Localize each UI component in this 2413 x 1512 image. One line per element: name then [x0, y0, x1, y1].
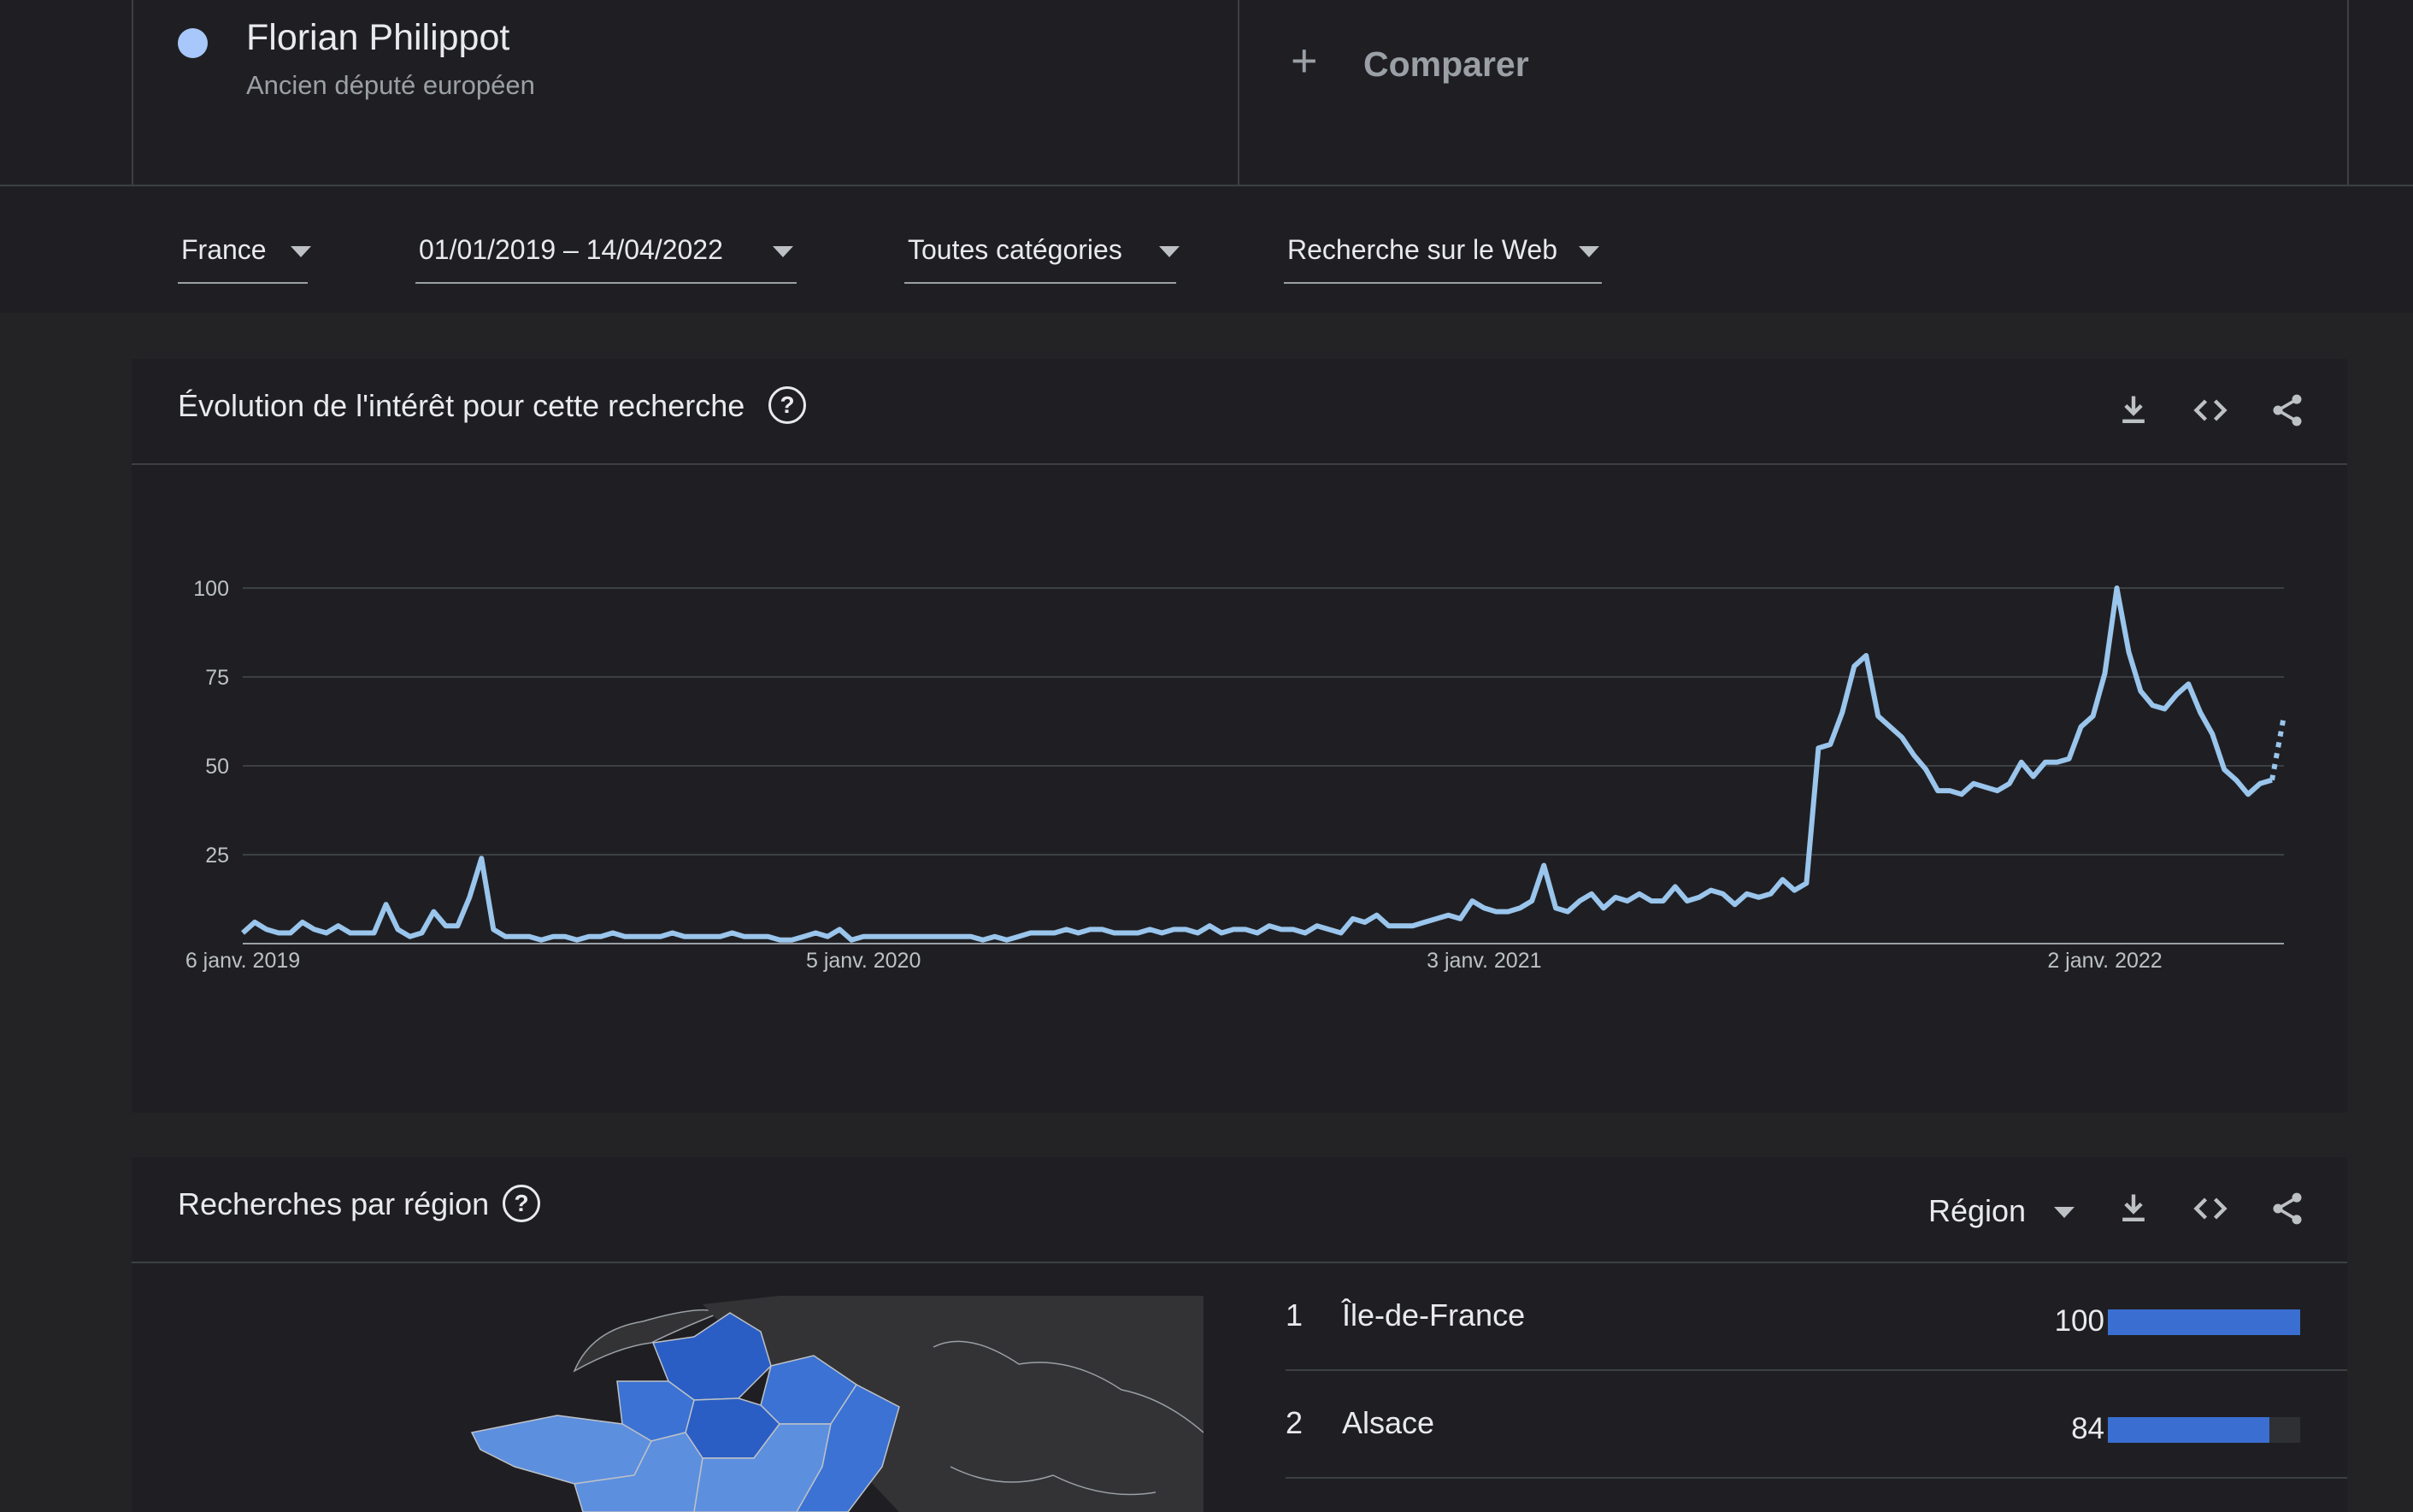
search-type-label: Recherche sur le Web	[1287, 234, 1557, 265]
interest-line-chart[interactable]: 25 50 75 100 6 janv. 2019 5 janv. 2020 3 janv.…	[132, 463, 2347, 1113]
compare-card[interactable]: + Comparer	[1238, 0, 2349, 185]
region-value: 100	[2054, 1304, 2104, 1338]
y-tick-label: 75	[205, 666, 229, 690]
panel-title: Évolution de l'intérêt pour cette recher…	[178, 388, 745, 423]
region-row[interactable]: 2 Alsace 84	[1286, 1369, 2347, 1479]
region-score-bar	[2108, 1417, 2300, 1443]
x-tick-label: 3 janv. 2021	[1427, 949, 1541, 973]
region-score-fill	[2108, 1417, 2269, 1443]
term-card[interactable]: Florian Philippot Ancien député européen	[132, 0, 1239, 185]
download-icon[interactable]	[2115, 1190, 2152, 1227]
term-header: Florian Philippot Ancien député européen…	[0, 0, 2413, 186]
y-tick-label: 25	[205, 844, 229, 868]
country-filter[interactable]: France	[178, 231, 311, 284]
region-rank: 1	[1286, 1297, 1304, 1333]
region-value: 84	[2071, 1412, 2104, 1445]
download-icon[interactable]	[2115, 391, 2152, 429]
category-filter[interactable]: Toutes catégories	[904, 231, 1180, 284]
chevron-down-icon	[1579, 246, 1599, 257]
region-name[interactable]: Île-de-France	[1342, 1297, 1526, 1333]
plus-icon[interactable]: +	[1291, 35, 1318, 86]
x-tick-label: 2 janv. 2022	[2047, 949, 2162, 973]
x-tick-label: 5 janv. 2020	[806, 949, 921, 973]
panel-header: Recherches par région ? Région	[132, 1157, 2347, 1263]
filter-bar: France 01/01/2019 – 14/04/2022 Toutes ca…	[0, 186, 2413, 313]
interest-over-time-panel: Évolution de l'intérêt pour cette recher…	[132, 359, 2347, 1113]
map-region-rhone[interactable]	[796, 1384, 900, 1512]
help-icon[interactable]: ?	[503, 1185, 540, 1222]
embed-icon[interactable]	[2192, 391, 2229, 429]
series-line[interactable]	[241, 585, 2273, 943]
region-panel: Recherches par région ? Région	[132, 1157, 2347, 1512]
region-score-bar	[2108, 1309, 2300, 1335]
embed-icon[interactable]	[2192, 1190, 2229, 1227]
date-range-label: 01/01/2019 – 14/04/2022	[419, 234, 723, 265]
chevron-down-icon	[773, 246, 793, 257]
share-icon[interactable]	[2269, 391, 2306, 429]
chevron-down-icon	[1159, 246, 1180, 257]
region-resolution-select[interactable]: Région	[1928, 1193, 2027, 1228]
x-tick-label: 6 janv. 2019	[185, 949, 300, 973]
share-icon[interactable]	[2269, 1190, 2306, 1227]
region-map[interactable]	[421, 1296, 1204, 1512]
category-filter-label: Toutes catégories	[908, 234, 1122, 265]
compare-label[interactable]: Comparer	[1363, 44, 1529, 84]
term-name[interactable]: Florian Philippot	[246, 17, 510, 58]
help-icon[interactable]: ?	[768, 386, 806, 424]
panel-title: Recherches par région	[178, 1186, 490, 1221]
series-partial-segment	[2269, 715, 2286, 781]
panel-header: Évolution de l'intérêt pour cette recher…	[132, 359, 2347, 465]
region-name[interactable]: Alsace	[1342, 1405, 1435, 1440]
date-range-filter[interactable]: 01/01/2019 – 14/04/2022	[415, 231, 797, 284]
term-subtitle: Ancien député européen	[246, 70, 535, 100]
chevron-down-icon	[291, 246, 311, 257]
map-region-ouest[interactable]	[574, 1432, 703, 1512]
region-rank: 2	[1286, 1405, 1304, 1440]
term-color-dot	[178, 28, 208, 58]
y-tick-label: 100	[193, 577, 229, 601]
country-filter-label: France	[181, 234, 267, 265]
y-tick-label: 50	[205, 755, 229, 779]
search-type-filter[interactable]: Recherche sur le Web	[1284, 231, 1602, 284]
region-score-fill	[2108, 1309, 2300, 1335]
region-row[interactable]: 1 Île-de-France 100	[1286, 1262, 2347, 1371]
chevron-down-icon[interactable]	[2054, 1207, 2075, 1218]
